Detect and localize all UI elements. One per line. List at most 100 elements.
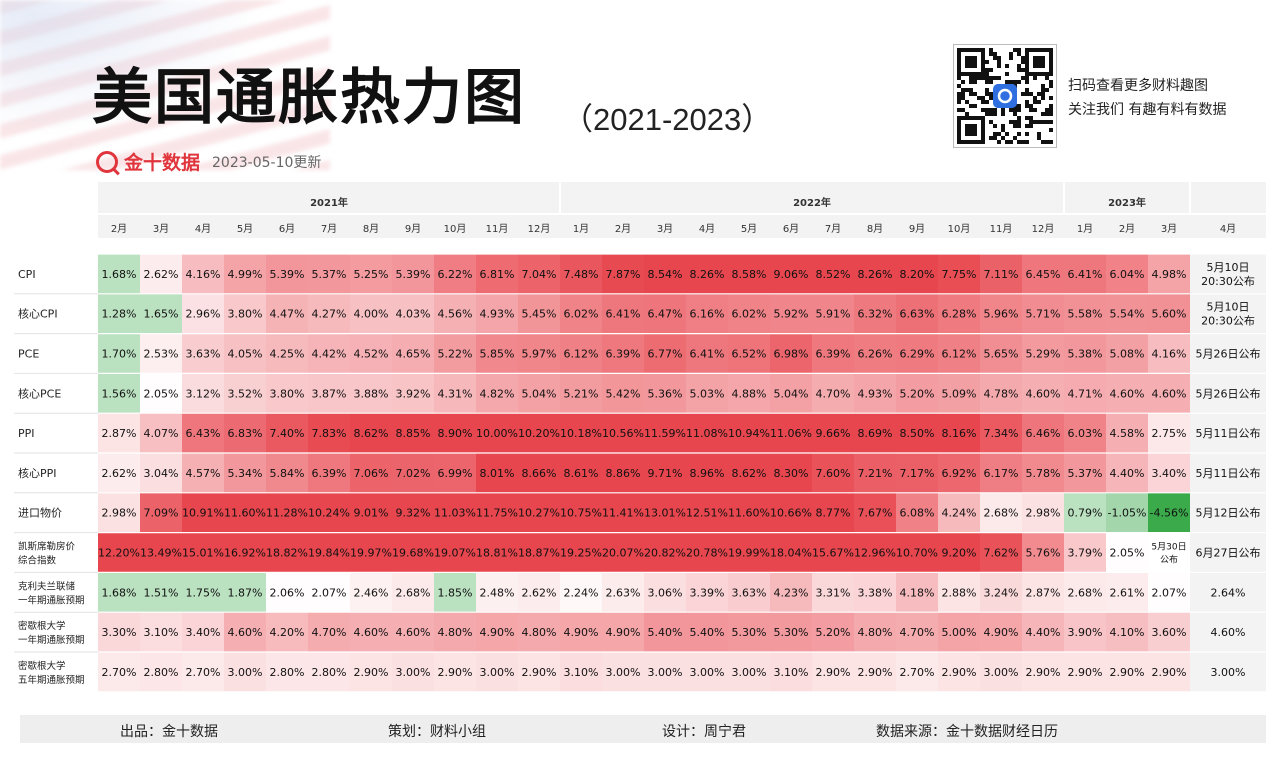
- heatmap-cell: [392, 652, 434, 692]
- cell-label: 9.71%: [648, 467, 683, 480]
- cell-label: 4.65%: [396, 348, 431, 361]
- cell-label: 6.29%: [900, 348, 935, 361]
- heatmap-cell: [224, 652, 266, 692]
- cell-label: 11.08%: [686, 427, 728, 440]
- qr-caption-line1: 扫码查看更多财料趣图: [1068, 78, 1208, 94]
- cell-label: 3.00%: [228, 666, 263, 679]
- cell-label: 5.96%: [984, 308, 1019, 321]
- cell-label: 6.12%: [942, 348, 977, 361]
- heatmap-cell: [224, 532, 266, 573]
- cell-label: 6.63%: [900, 308, 935, 321]
- cell-label: 3.00%: [396, 666, 431, 679]
- heatmap-cell: [140, 572, 182, 613]
- heatmap-cell: [266, 333, 308, 374]
- cell-label: 2.80%: [144, 666, 179, 679]
- heatmap-cell: [392, 612, 434, 652]
- cell-label: 18.81%: [476, 547, 518, 560]
- cell-label: 2.75%: [1152, 427, 1187, 440]
- heatmap-cell: [938, 652, 980, 692]
- release-label: 5月11日公布: [1196, 427, 1261, 440]
- heatmap-cell: [1106, 572, 1148, 613]
- cell-label: 4.80%: [438, 626, 473, 639]
- release-label: 6月27日公布: [1196, 547, 1261, 560]
- heatmap-cell: [1148, 652, 1190, 692]
- cell-label: 4.16%: [1152, 348, 1187, 361]
- cell-label: 5.37%: [1068, 467, 1103, 480]
- heatmap-cell: [434, 572, 476, 613]
- heatmap-cell: [854, 254, 896, 294]
- heatmap-cell: [896, 453, 938, 493]
- cell-label: 2.07%: [1152, 586, 1187, 599]
- cell-label: 3.24%: [984, 586, 1019, 599]
- cell-label: 2.98%: [1026, 507, 1061, 520]
- heatmap-cell: [140, 532, 182, 573]
- heatmap-cell: [98, 373, 140, 414]
- cell-label: 13.49%: [140, 547, 182, 560]
- heatmap-cell: [224, 492, 266, 533]
- cell-label: 4.60%: [1026, 387, 1061, 400]
- cell-label: 2.87%: [1026, 586, 1061, 599]
- month-label: 3月: [1161, 223, 1177, 235]
- heatmap-cell: [392, 413, 434, 453]
- month-label: 10月: [948, 223, 971, 235]
- cell-label: 4.23%: [774, 586, 809, 599]
- heatmap-cell: [812, 532, 854, 573]
- heatmap-cell: [1148, 453, 1190, 493]
- cell-label: 5.92%: [774, 308, 809, 321]
- heatmap-cell: [1022, 492, 1064, 533]
- heatmap-cell: [1106, 492, 1148, 533]
- heatmap-cell: [140, 373, 182, 414]
- row-label: 一年期通胀预期: [18, 594, 85, 606]
- cell-label: 16.92%: [224, 547, 266, 560]
- heatmap-cell: [686, 492, 728, 533]
- heatmap-cell: [644, 492, 686, 533]
- month-label: 1月: [1077, 223, 1093, 235]
- cell-label: 2.53%: [144, 348, 179, 361]
- cell-label: 7.09%: [144, 507, 179, 520]
- cell-label: 1.87%: [228, 586, 263, 599]
- heatmap-cell: [1064, 373, 1106, 414]
- cell-label: 12.20%: [98, 547, 140, 560]
- cell-label: 4.78%: [984, 387, 1019, 400]
- heatmap-cell: [392, 453, 434, 493]
- year-group-label: 2023年: [1108, 196, 1146, 209]
- heatmap-cell: [476, 532, 518, 573]
- qr-code-icon[interactable]: [953, 44, 1057, 148]
- cell-label: 8.66%: [522, 467, 557, 480]
- heatmap-cell: [560, 293, 602, 334]
- cell-label: 4.40%: [1110, 467, 1145, 480]
- cell-label: 6.39%: [312, 467, 347, 480]
- heatmap-cell: [518, 492, 560, 533]
- footer-source: 数据来源：金十数据财经日历: [876, 724, 1058, 740]
- cell-label: 5.91%: [816, 308, 851, 321]
- year-group-label: 2022年: [793, 196, 831, 209]
- month-label: 9月: [909, 223, 925, 235]
- release-label: 3.00%: [1211, 666, 1246, 679]
- cell-label: 4.70%: [900, 626, 935, 639]
- heatmap-cell: [1064, 652, 1106, 692]
- cell-label: 5.39%: [270, 268, 305, 281]
- heatmap-cell: [560, 652, 602, 692]
- cell-label: 5.00%: [942, 626, 977, 639]
- heatmap-cell: [392, 293, 434, 334]
- heatmap-cell: [938, 612, 980, 652]
- row-label: PCE: [18, 348, 39, 361]
- heatmap-cell: [602, 612, 644, 652]
- cell-label: 8.62%: [732, 467, 767, 480]
- heatmap-cell: [812, 572, 854, 613]
- cell-label: 4.80%: [858, 626, 893, 639]
- cell-label: 5.42%: [606, 387, 641, 400]
- cell-label: 6.02%: [564, 308, 599, 321]
- heatmap-cell: [854, 293, 896, 334]
- cell-label: 0.79%: [1068, 507, 1103, 520]
- heatmap-cell: [434, 453, 476, 493]
- cell-label: 4.82%: [480, 387, 515, 400]
- cell-label: 4.90%: [480, 626, 515, 639]
- cell-label: 2.70%: [102, 666, 137, 679]
- cell-label: 10.27%: [518, 507, 560, 520]
- heatmap-cell: [560, 532, 602, 573]
- heatmap-cell: [224, 333, 266, 374]
- release-cell: [1190, 572, 1266, 613]
- heatmap-cell: [350, 293, 392, 334]
- heatmap-cell: [812, 612, 854, 652]
